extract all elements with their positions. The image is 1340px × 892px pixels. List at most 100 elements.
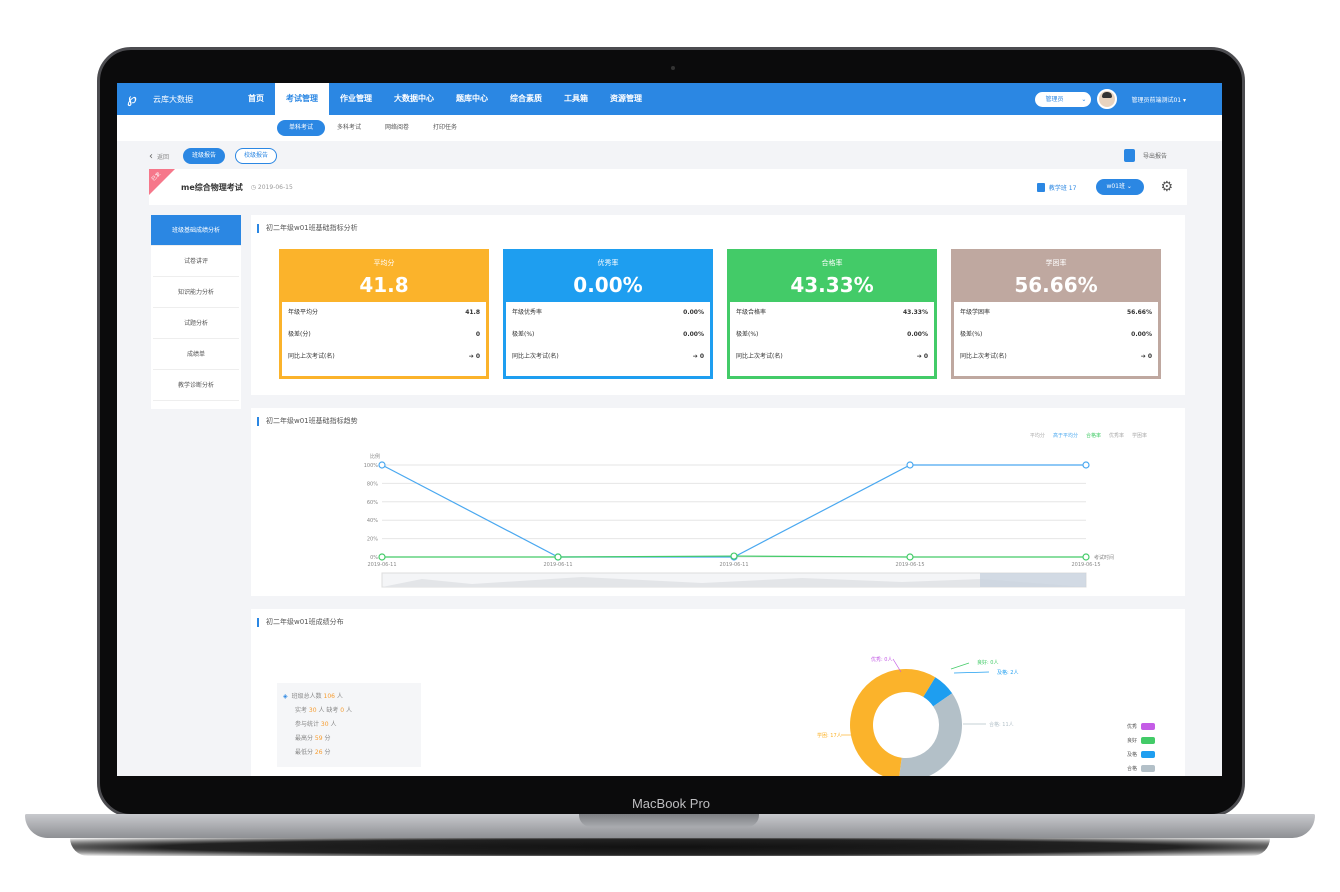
metric-value: 43.33% [790,273,874,297]
distribution-panel: 初二年级w01班成绩分布 ◈ 班级总人数 106 人实考 30 人 缺考 0 人参… [251,609,1185,776]
metric-value: 41.8 [359,273,409,297]
school-report-tab[interactable]: 校级报告 [235,148,278,164]
metric-row: 同比上次考试(名) ➔ 0 [730,346,934,368]
back-link[interactable]: ‹ 返回 [149,151,169,162]
metric-row-value: ➔ 0 [916,353,928,360]
stats-text: 人 [328,721,337,728]
export-report-button[interactable]: 导出报告 [1124,149,1167,162]
metric-row-label: 极差(%) [512,331,535,338]
clock-icon: ◷ [250,183,258,191]
legend-swatch [1141,722,1155,730]
series-line [381,464,1086,558]
y-tick-label: 100% [364,463,379,469]
pie-legend-item[interactable]: 及格 [1127,747,1155,761]
y-tick-label: 0% [370,555,378,561]
series-point[interactable] [906,461,914,469]
stats-line: 最低分 26 分 [295,746,421,760]
stats-line: 参与统计 30 人 [295,718,421,732]
metric-value: 56.66% [1014,273,1098,297]
stats-text: 59 [314,735,323,742]
nav-item[interactable]: 大数据中心 [394,94,434,103]
export-label: 导出报告 [1143,153,1168,160]
pie-legend-label: 合格 [1126,765,1137,772]
metric-card-head: 优秀率 0.00% [506,252,710,302]
metric-row: 极差(%) 0.00% [506,324,710,346]
stats-line: 最高分 59 分 [295,732,421,746]
series-point[interactable] [378,553,386,561]
stats-line: 实考 30 人 缺考 0 人 [295,704,421,718]
subnav-tab[interactable]: 多科考试 [337,124,362,131]
nav-item[interactable]: 作业管理 [340,94,372,103]
exam-header: 已发 me综合物理考试 ◷ 2019-06-15 教学班 17 w01班 ⌄ ⚙ [149,169,1187,205]
metric-row-label: 同比上次考试(名) [288,353,335,360]
nav-item[interactable]: 资源管理 [610,94,642,103]
legend-item[interactable]: 优秀率 [1108,433,1124,439]
series-point[interactable] [1082,461,1090,469]
nav-item[interactable]: 综合素质 [510,94,542,103]
pie-legend-label: 良好 [1126,737,1137,744]
series-point[interactable] [730,552,738,560]
nav-item[interactable]: 题库中心 [456,94,488,103]
metric-row: 年级合格率 43.33% [730,302,934,324]
pie-legend-label: 及格 [1126,751,1137,758]
gear-icon[interactable]: ⚙ [1160,179,1173,195]
laptop-shadow [70,838,1270,856]
user-menu[interactable]: 管理员前端测试01 ▾ [1131,96,1186,104]
series-point[interactable] [378,461,386,469]
class-select[interactable]: w01班 ⌄ [1096,179,1145,195]
app-logo[interactable]: ℘ 云库大数据 [127,91,237,107]
y-tick-label: 80% [367,481,378,487]
legend-item[interactable]: 合格率 [1085,433,1101,439]
panel-title: 初二年级w01班基础指标趋势 [257,417,358,426]
side-menu-item[interactable]: 教学诊断分析 [153,370,239,401]
nav-item[interactable]: 工具箱 [564,94,588,103]
side-menu: 班级基础成绩分析 试卷讲评 知识能力分析 试题分析 成绩单 教学诊断分析 [151,215,241,409]
teaching-class[interactable]: 教学班 17 [1048,184,1077,192]
side-menu-item[interactable]: 知识能力分析 [153,277,239,308]
main-nav: 首页 考试管理 作业管理 大数据中心 题库中心 综合素质 工具箱 资源管理 [237,83,653,115]
legend-item[interactable]: 平均分 [1029,433,1045,439]
stats-text: 106 [323,693,335,700]
side-menu-item[interactable]: 班级基础成绩分析 [151,215,241,246]
slice-label: 学困: 17人 [817,732,842,739]
y-tick-label: 20% [367,537,378,543]
nav-item[interactable]: 首页 [248,94,264,103]
subnav-tab[interactable]: 网络阅卷 [385,124,410,131]
metric-card-head: 学困率 56.66% [954,252,1158,302]
stats-text: 30 [320,721,329,728]
pie-legend-item[interactable]: 合格 [1127,761,1155,775]
subnav-tab[interactable]: 单科考试 [277,120,326,136]
metric-card: 平均分 41.8 年级平均分 41.8 极差(分) 0 同比上次考试(名) ➔ 0 [279,249,489,379]
legend-item[interactable]: 学困率 [1131,433,1147,439]
series-point[interactable] [1082,553,1090,561]
subnav-tab[interactable]: 打印任务 [433,124,458,131]
side-menu-item[interactable]: 试卷讲评 [153,246,239,277]
metric-row: 同比上次考试(名) ➔ 0 [506,346,710,368]
y-tick-label: 40% [367,518,378,524]
zoom-handle[interactable] [980,573,1086,587]
avatar[interactable] [1097,89,1118,109]
app-name: 云库大数据 [153,94,193,104]
metric-row-value: 0.00% [683,309,704,316]
pie-legend-item[interactable]: 良好 [1127,733,1155,747]
stats-text: 人 [344,707,353,714]
class-report-tab[interactable]: 班级报告 [183,148,226,164]
x-tick-label: 2019-06-11 [543,562,572,568]
series-point[interactable] [554,553,562,561]
series-point[interactable] [906,553,914,561]
nav-item[interactable]: 考试管理 [275,83,329,115]
stats-text: 参与统计 [295,721,321,728]
donut-slice[interactable] [850,669,936,776]
stats-text: 实考 [295,707,309,714]
role-select[interactable]: 管理员 ⌄ [1035,91,1092,107]
legend-item[interactable]: 高于平均分 [1052,433,1078,439]
donut-slice[interactable] [923,677,953,707]
stats-text: 26 [314,749,323,756]
metric-row-label: 极差(%) [736,331,759,338]
pie-legend-item[interactable]: 优秀 [1127,719,1155,733]
side-menu-item[interactable]: 试题分析 [153,308,239,339]
x-axis-label: 考试时间 [1094,554,1114,561]
donut-slice[interactable] [899,693,962,776]
metric-row-label: 年级优秀率 [512,309,543,316]
side-menu-item[interactable]: 成绩单 [153,339,239,370]
